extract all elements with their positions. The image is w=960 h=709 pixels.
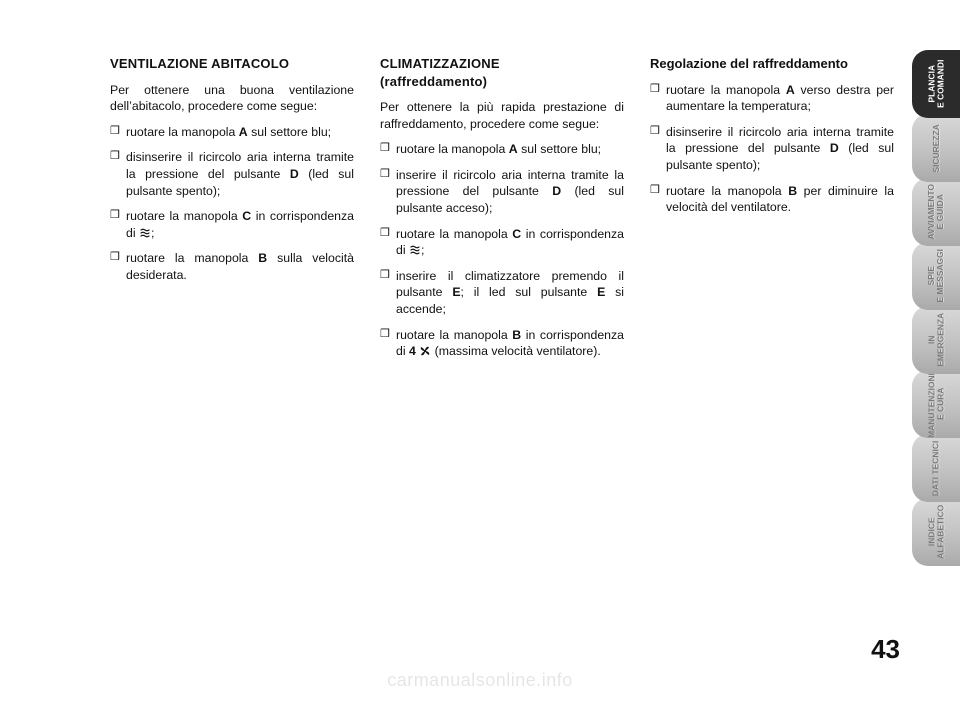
list-item: ruotare la manopola B per diminuire la v… (650, 183, 894, 216)
col1-list: ruotare la manopola A sul settore blu; d… (110, 124, 354, 284)
knob-ref: B (788, 184, 797, 198)
button-ref: D (552, 184, 561, 198)
text: ruotare la manopola (126, 209, 242, 223)
page-number: 43 (871, 634, 900, 665)
knob-ref: B (512, 328, 521, 342)
text: sul settore blu; (248, 125, 331, 139)
tab-label: SICUREZZA (932, 124, 941, 172)
knob-ref: A (786, 83, 795, 97)
tab-label: INDICE ALFABETICO (927, 505, 944, 559)
list-item: ruotare la manopola A sul settore blu; (110, 124, 354, 141)
col2-lead: Per ottenere la più rapida prestazione d… (380, 99, 624, 132)
page-content: VENTILAZIONE ABITACOLO Per ottenere una … (0, 0, 912, 709)
col2-list: ruotare la manopola A sul settore blu; i… (380, 141, 624, 360)
tab-label: DATI TECNICI (932, 440, 941, 495)
text: ruotare la manopola (396, 328, 512, 342)
text: ruotare la manopola (396, 227, 512, 241)
list-item: inserire il ricircolo aria interna trami… (380, 167, 624, 217)
text: ruotare la manopola (396, 142, 509, 156)
section-tabs: PLANCIA E COMANDI SICUREZZA AVVIAMENTO E… (912, 50, 960, 562)
face-vent-icon (409, 243, 421, 253)
knob-ref: C (512, 227, 521, 241)
text: EMERGENZA (935, 313, 945, 367)
column-1: VENTILAZIONE ABITACOLO Per ottenere una … (110, 55, 354, 369)
button-ref: D (290, 167, 299, 181)
list-item: disinserire il ricircolo aria interna tr… (650, 124, 894, 174)
tab-label: MANUTENZIONE E CURA (927, 370, 944, 438)
tab-plancia-e-comandi[interactable]: PLANCIA E COMANDI (912, 50, 960, 118)
tab-in-emergenza[interactable]: IN EMERGENZA (912, 306, 960, 374)
knob-ref: A (509, 142, 518, 156)
list-item: inserire il climatizzatore premendo il p… (380, 268, 624, 318)
text: ruotare la manopola (666, 83, 786, 97)
text: SICUREZZA (931, 124, 941, 172)
text: (raffreddamento) (380, 74, 487, 89)
columns-container: VENTILAZIONE ABITACOLO Per ottenere una … (110, 55, 894, 369)
list-item: ruotare la manopola B sulla velocità des… (110, 250, 354, 283)
knob-ref: B (258, 251, 267, 265)
col1-heading: VENTILAZIONE ABITACOLO (110, 55, 354, 73)
col1-lead: Per ottenere una buona ventilazione dell… (110, 82, 354, 115)
tab-label: IN EMERGENZA (927, 313, 944, 367)
col2-heading: CLIMATIZZAZIONE (raffreddamento) (380, 55, 624, 90)
knob-ref: C (242, 209, 251, 223)
text: DATI TECNICI (931, 440, 941, 495)
text: ruotare la manopola (666, 184, 788, 198)
text: ruotare la manopola (126, 251, 258, 265)
list-item: disinserire il ricircolo aria interna tr… (110, 149, 354, 199)
tab-avviamento-e-guida[interactable]: AVVIAMENTO E GUIDA (912, 178, 960, 246)
text: sul settore blu; (518, 142, 601, 156)
face-vent-icon (139, 226, 151, 236)
column-3: Regolazione del raffreddamento ruotare l… (650, 55, 894, 369)
text: E CURA (935, 388, 945, 420)
text: ruotare la manopola (126, 125, 239, 139)
list-item: ruotare la manopola C in corrispondenza … (380, 226, 624, 259)
speed-ref: 4 (409, 344, 416, 358)
list-item: ruotare la manopola B in corrispondenza … (380, 327, 624, 360)
tab-spie-e-messaggi[interactable]: SPIE E MESSAGGI (912, 242, 960, 310)
fan-icon (419, 345, 431, 357)
tab-indice-alfabetico[interactable]: INDICE ALFABETICO (912, 498, 960, 566)
tab-label: PLANCIA E COMANDI (927, 60, 944, 108)
tab-dati-tecnici[interactable]: DATI TECNICI (912, 434, 960, 502)
list-item: ruotare la manopola C in corrispondenza … (110, 208, 354, 241)
tab-label: SPIE E MESSAGGI (927, 249, 944, 303)
text: (massima velocità ventilatore). (431, 344, 600, 358)
list-item: ruotare la manopola A sul settore blu; (380, 141, 624, 158)
text: ; (151, 226, 154, 240)
col3-list: ruotare la manopola A verso destra per a… (650, 82, 894, 216)
text: E GUIDA (935, 194, 945, 229)
knob-ref: A (239, 125, 248, 139)
text: ALFABETICO (935, 505, 945, 559)
button-ref: E (452, 285, 460, 299)
tab-manutenzione-e-cura[interactable]: MANUTENZIONE E CURA (912, 370, 960, 438)
text: E MESSAGGI (935, 249, 945, 303)
button-ref: D (830, 141, 839, 155)
col3-heading: Regolazione del raffreddamento (650, 55, 894, 73)
tab-label: AVVIAMENTO E GUIDA (927, 184, 944, 240)
text: E COMANDI (935, 60, 945, 108)
text: ; il led sul pulsante (461, 285, 598, 299)
text: ; (421, 243, 424, 257)
column-2: CLIMATIZZAZIONE (raffreddamento) Per ott… (380, 55, 624, 369)
text: CLIMATIZZAZIONE (380, 56, 500, 71)
tab-sicurezza[interactable]: SICUREZZA (912, 114, 960, 182)
list-item: ruotare la manopola A verso destra per a… (650, 82, 894, 115)
